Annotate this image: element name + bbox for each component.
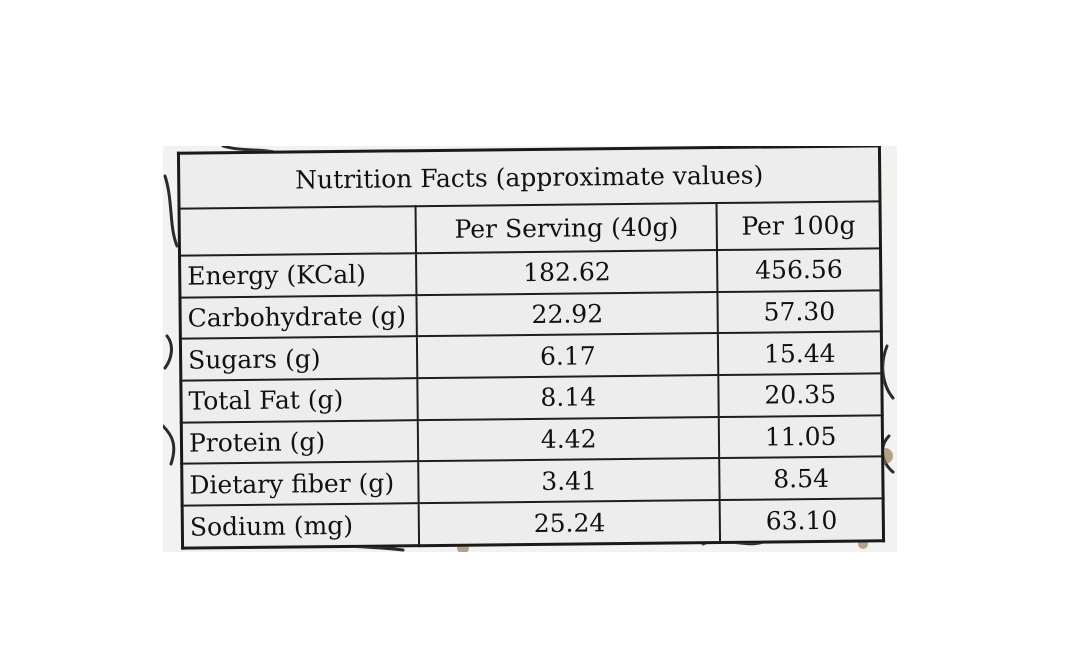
nutrition-facts-table: Nutrition Facts (approximate values) Per… (176, 146, 886, 550)
per-serving-value: 4.42 (417, 416, 720, 462)
per-serving-value: 22.92 (416, 291, 719, 337)
table-title-row: Nutrition Facts (approximate values) (178, 146, 880, 209)
column-header-per-100g: Per 100g (716, 201, 881, 250)
table-row: Dietary fiber (g) 3.41 8.54 (181, 456, 884, 506)
row-label: Sodium (mg) (182, 503, 420, 549)
per-100g-value: 57.30 (717, 289, 882, 334)
row-label: Total Fat (g) (180, 378, 418, 423)
per-serving-value: 6.17 (416, 333, 719, 379)
table-row: Sugars (g) 6.17 15.44 (180, 331, 882, 381)
row-label: Sugars (g) (180, 336, 418, 381)
per-100g-value: 20.35 (718, 373, 883, 417)
row-label: Energy (KCal) (179, 252, 417, 298)
per-serving-value: 182.62 (416, 249, 718, 295)
column-header-row: Per Serving (40g) Per 100g (179, 201, 881, 256)
per-100g-value: 8.54 (719, 456, 884, 501)
table-row: Carbohydrate (g) 22.92 57.30 (179, 289, 882, 339)
row-label: Dietary fiber (g) (181, 461, 419, 506)
column-header-per-serving: Per Serving (40g) (415, 203, 718, 253)
column-header-blank (179, 206, 417, 256)
table-row: Protein (g) 4.42 11.05 (181, 415, 883, 465)
table-row: Total Fat (g) 8.14 20.35 (180, 373, 883, 423)
table-row: Sodium (mg) 25.24 63.10 (182, 498, 884, 549)
label-photo: Nutrition Facts (approximate values) Per… (163, 146, 897, 552)
table-row: Energy (KCal) 182.62 456.56 (179, 248, 881, 298)
per-100g-value: 456.56 (717, 248, 881, 292)
per-serving-value: 8.14 (417, 375, 720, 420)
row-label: Protein (g) (181, 419, 419, 465)
per-serving-value: 25.24 (418, 500, 721, 546)
per-100g-value: 11.05 (719, 415, 883, 459)
per-100g-value: 15.44 (718, 331, 882, 376)
per-100g-value: 63.10 (720, 498, 884, 543)
table-title: Nutrition Facts (approximate values) (178, 146, 880, 209)
row-label: Carbohydrate (g) (179, 294, 417, 339)
per-serving-value: 3.41 (418, 458, 721, 504)
